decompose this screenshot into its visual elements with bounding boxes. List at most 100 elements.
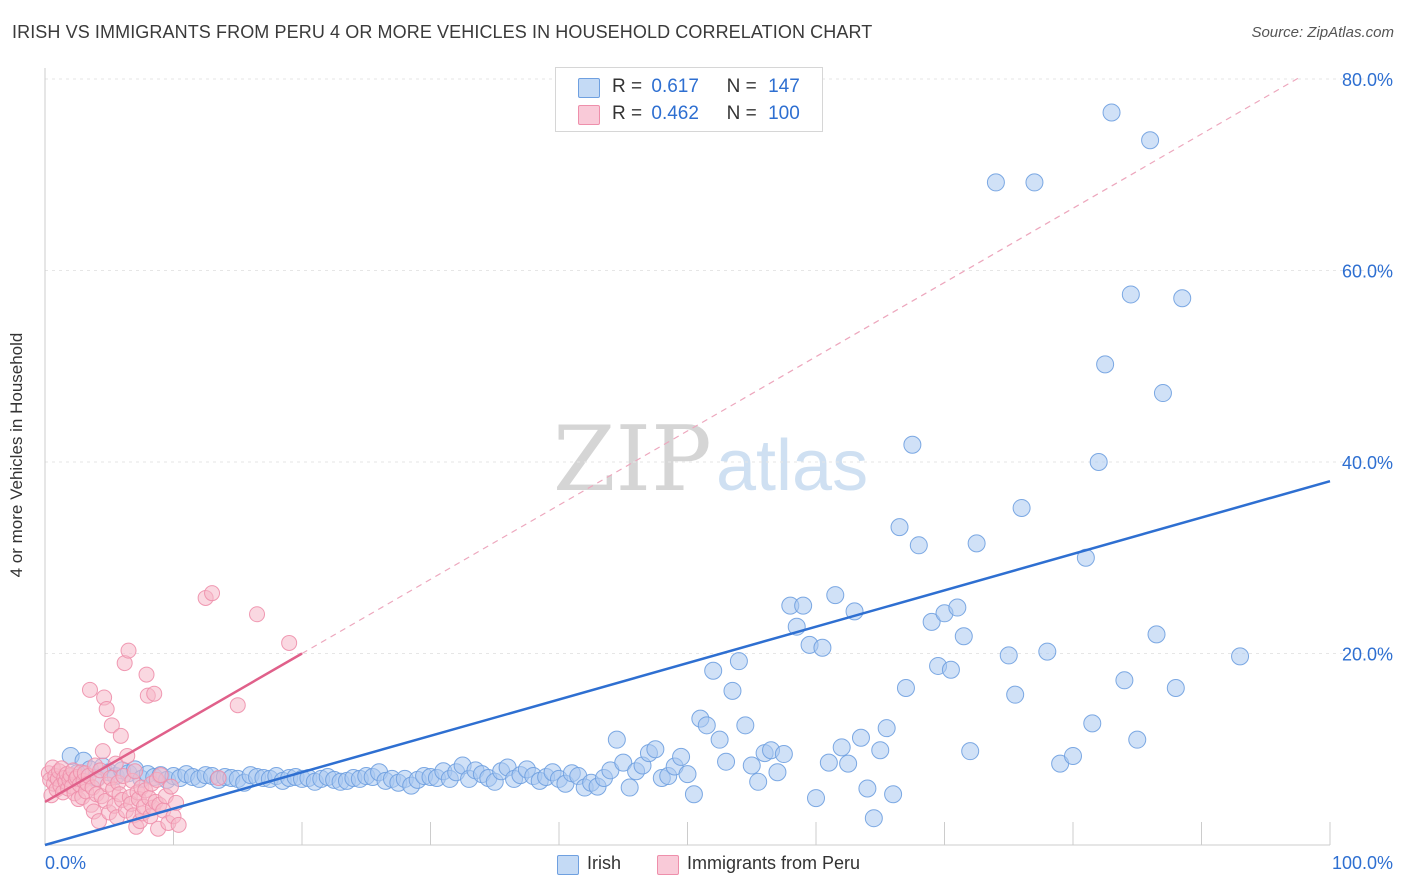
y-tick-label: 80.0% <box>1342 70 1393 90</box>
y-tick-label: 60.0% <box>1342 262 1393 282</box>
data-point <box>1038 642 1057 661</box>
data-point <box>832 738 851 757</box>
data-point <box>1012 498 1031 517</box>
watermark-atlas: atlas <box>716 426 868 506</box>
data-point <box>871 741 890 760</box>
data-point <box>839 754 858 773</box>
data-point <box>98 701 115 718</box>
data-point <box>1173 289 1192 308</box>
data-point <box>851 728 870 747</box>
data-point <box>210 769 227 786</box>
trend-lines <box>44 76 1331 847</box>
data-point <box>736 716 755 735</box>
data-point <box>249 606 266 623</box>
x-tick-label: 100.0% <box>1332 853 1393 873</box>
trend-line-irish <box>44 479 1331 847</box>
data-point <box>826 586 845 605</box>
data-point <box>1083 714 1102 733</box>
data-point <box>1006 685 1025 704</box>
data-point <box>1096 355 1115 374</box>
data-point <box>684 785 703 804</box>
legend-n-value-peru: 100 <box>768 103 800 124</box>
data-point <box>1147 625 1166 644</box>
axes <box>44 68 1331 846</box>
y-tick-label: 40.0% <box>1342 453 1393 473</box>
data-point <box>672 747 691 766</box>
legend-swatch-irish <box>557 855 579 875</box>
data-point <box>138 666 155 683</box>
legend-label-irish: Irish <box>587 853 622 873</box>
data-point <box>697 716 716 735</box>
watermark-zip: ZIP <box>553 407 712 512</box>
data-point <box>126 763 143 780</box>
data-point <box>1064 746 1082 765</box>
legend-r-value-irish: 0.617 <box>651 76 699 97</box>
data-point <box>81 681 98 698</box>
data-point <box>620 778 639 797</box>
data-point <box>999 646 1018 665</box>
data-point <box>884 785 903 804</box>
data-point <box>710 730 729 749</box>
data-point <box>807 789 825 808</box>
data-point <box>1115 671 1134 690</box>
data-point <box>813 638 832 657</box>
data-point <box>646 740 665 759</box>
data-point <box>794 596 813 615</box>
data-point <box>948 598 967 617</box>
x-tick-label: 0.0% <box>45 853 86 873</box>
data-point <box>774 745 793 764</box>
data-point <box>614 753 633 772</box>
data-point <box>909 536 928 555</box>
data-point <box>742 756 761 775</box>
data-point <box>94 743 111 760</box>
data-point <box>717 752 736 771</box>
data-point <box>1121 285 1140 304</box>
data-point <box>768 763 787 782</box>
data-point <box>146 685 163 702</box>
data-point <box>967 534 986 553</box>
data-point <box>704 661 723 680</box>
data-point <box>896 678 915 697</box>
data-point <box>1089 453 1108 471</box>
data-point <box>986 173 1005 192</box>
trend-extension-peru <box>301 76 1301 655</box>
data-point <box>678 765 697 784</box>
data-point <box>922 612 941 631</box>
legend-n-label: N = <box>726 76 757 97</box>
legend-n-value-irish: 147 <box>768 76 800 97</box>
legend-r-value-peru: 0.462 <box>651 103 699 124</box>
data-point <box>112 727 129 744</box>
legend-label-peru: Immigrants from Peru <box>687 853 861 873</box>
trend-line-peru <box>44 652 303 803</box>
legend-swatch-peru <box>657 855 679 875</box>
data-point <box>1231 647 1250 666</box>
data-point <box>1128 730 1147 749</box>
data-point <box>864 809 883 828</box>
data-point <box>749 772 768 791</box>
data-point <box>1141 131 1160 150</box>
peru-points <box>40 585 298 837</box>
grid-lines <box>45 78 1392 654</box>
data-point <box>1153 384 1172 403</box>
data-point <box>162 778 179 795</box>
legend-r-label: R = <box>612 103 643 124</box>
data-point <box>281 634 298 651</box>
data-point <box>120 642 137 659</box>
correlation-legend: R = 0.617 N = 147 R = 0.462 N = 100 <box>555 67 823 132</box>
data-point <box>858 779 877 798</box>
data-point <box>819 753 838 772</box>
source-label: Source: ZipAtlas.com <box>1251 24 1394 41</box>
data-point <box>903 435 922 454</box>
data-point <box>877 719 896 738</box>
data-point <box>723 681 742 700</box>
legend-swatch-irish <box>578 78 600 98</box>
tick-labels: 20.0% 40.0% 60.0% 80.0% 0.0% 100.0% <box>45 70 1393 873</box>
data-point <box>954 627 973 646</box>
data-point <box>890 518 909 537</box>
data-point <box>1025 173 1044 192</box>
data-point <box>1102 103 1121 122</box>
data-point <box>103 717 120 734</box>
legend-r-label: R = <box>612 76 643 97</box>
data-point <box>229 697 246 714</box>
